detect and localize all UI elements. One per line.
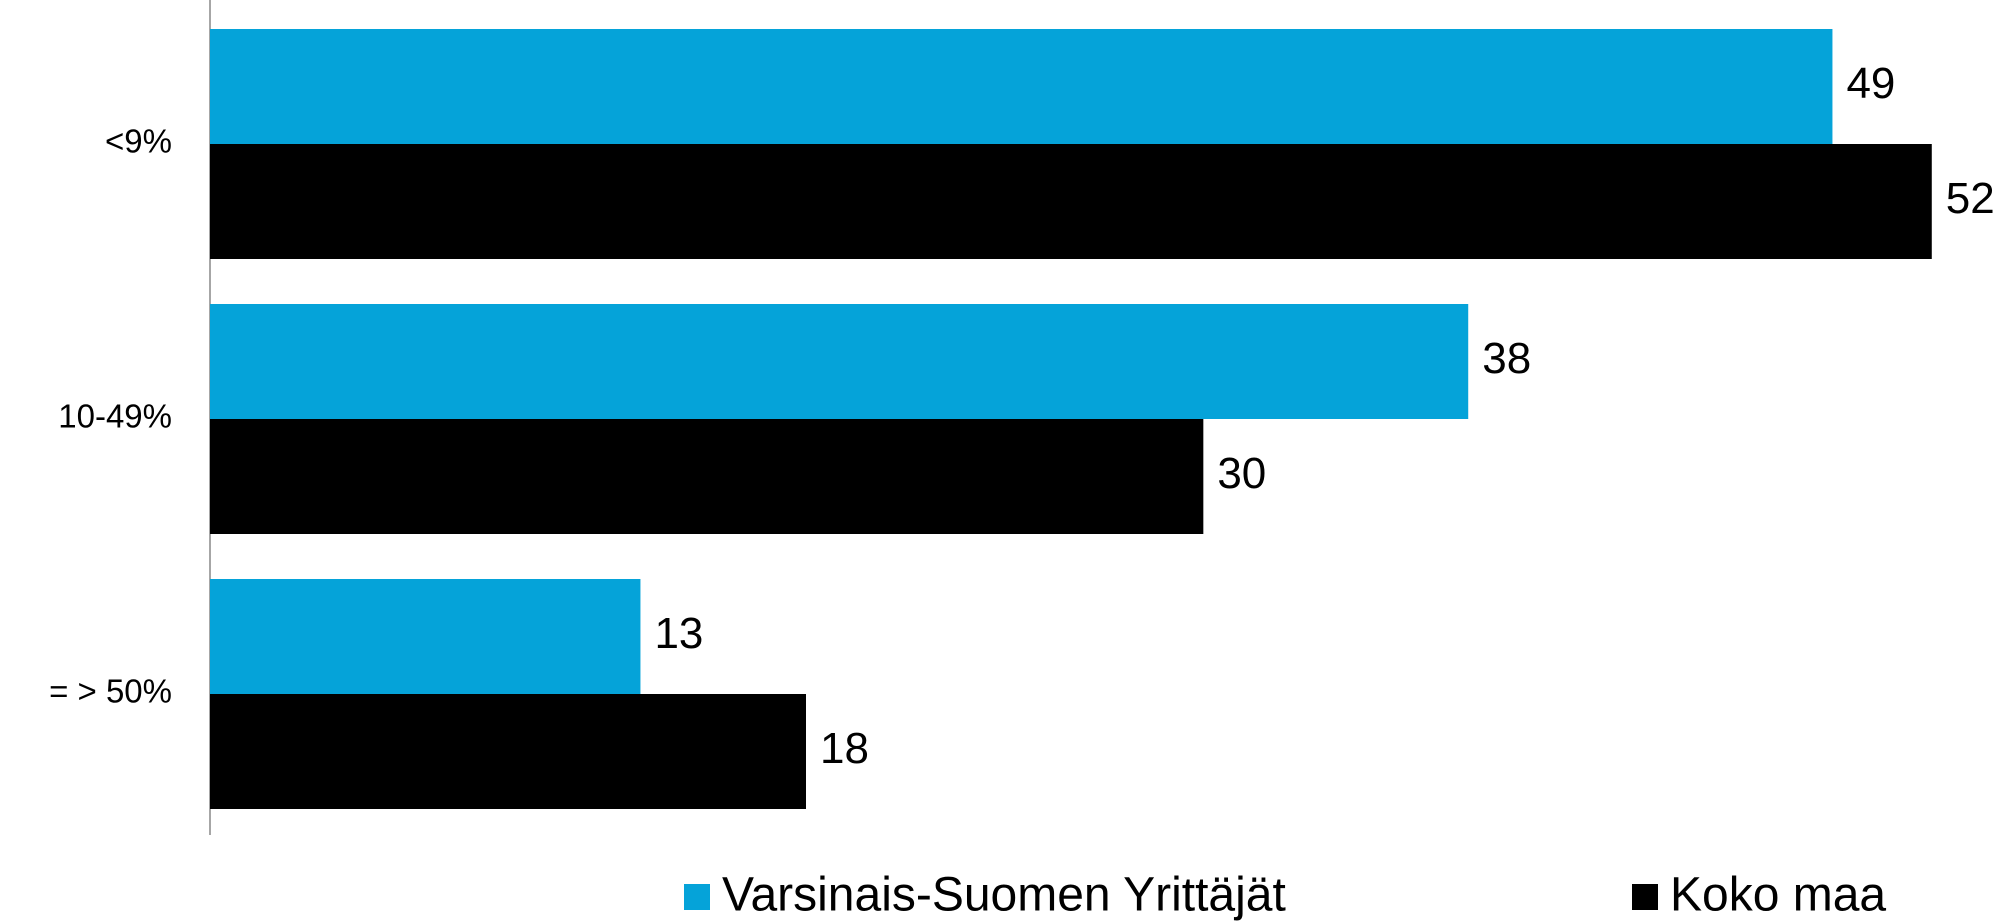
bar (210, 419, 1204, 534)
value-label: 49 (1846, 59, 1895, 108)
legend-label: Varsinais-Suomen Yrittäjät (722, 869, 1286, 922)
legend-label: Koko maa (1670, 869, 1886, 922)
legend-swatch (684, 884, 710, 910)
bar (210, 694, 806, 809)
value-label: 38 (1482, 334, 1531, 383)
value-label: 18 (820, 724, 869, 773)
category-label: = > 50% (49, 673, 172, 710)
legend-swatch (1632, 884, 1658, 910)
bar (210, 579, 641, 694)
category-label: 10-49% (58, 398, 172, 435)
bar (210, 304, 1469, 419)
value-label: 13 (654, 609, 703, 658)
value-label: 30 (1217, 449, 1266, 498)
category-label: <9% (105, 123, 172, 160)
bar (210, 29, 1833, 144)
value-label: 52 (1946, 174, 1995, 223)
bar (210, 144, 1932, 259)
